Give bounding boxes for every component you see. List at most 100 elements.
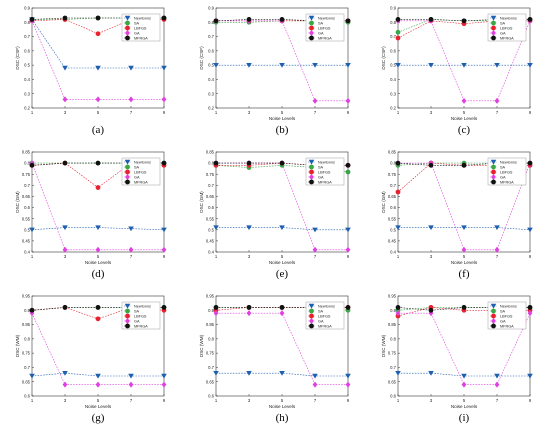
data-point <box>29 373 35 379</box>
data-point <box>161 381 167 388</box>
legend-marker <box>309 308 314 314</box>
legend-marker <box>125 323 130 329</box>
series-line <box>31 163 164 251</box>
legend-label: GA <box>318 320 324 324</box>
x-tick-label: 3 <box>430 398 433 403</box>
legend-marker <box>124 159 131 165</box>
y-tick-label: 0.5 <box>390 63 396 68</box>
legend-marker <box>125 169 130 175</box>
y-tick-label: 0.8 <box>208 336 214 341</box>
y-tick-label: 0.7 <box>24 365 30 370</box>
data-point <box>213 62 219 68</box>
legend-label: Newtonns <box>318 17 335 21</box>
y-tick-label: 0.4 <box>24 250 30 255</box>
y-axis-label: DSC (CSF) <box>199 46 204 70</box>
y-tick-label: 0.9 <box>208 6 214 11</box>
legend-marker <box>124 303 131 309</box>
data-point <box>246 310 252 317</box>
legend-marker <box>125 20 130 26</box>
y-tick-label: 0.8 <box>208 161 214 166</box>
legend-marker <box>491 25 496 31</box>
legend-marker <box>125 35 130 41</box>
y-tick-label: 0.85 <box>206 322 215 327</box>
data-point <box>62 381 68 388</box>
y-tick-label: 0.55 <box>206 216 215 221</box>
x-tick-label: 3 <box>430 110 433 115</box>
legend-label: MFRGA <box>318 181 332 185</box>
legend-label: GA <box>318 32 324 36</box>
panel-caption: (g) <box>91 412 105 424</box>
x-tick-label: 1 <box>31 398 34 403</box>
y-tick-label: 0.75 <box>388 351 397 356</box>
data-point <box>527 227 533 233</box>
y-tick-label: 0.7 <box>208 365 214 370</box>
x-tick-label: 3 <box>64 254 67 259</box>
legend-label: SA <box>134 166 140 170</box>
data-point <box>395 370 401 376</box>
data-point <box>279 305 285 310</box>
panel-caption: (d) <box>91 268 105 280</box>
x-tick-label: 7 <box>130 254 133 259</box>
y-tick-label: 0.6 <box>24 394 30 399</box>
data-point <box>62 15 68 21</box>
y-tick-label: 0.75 <box>388 172 397 177</box>
series-line <box>31 372 164 377</box>
legend-label: GA <box>134 32 140 36</box>
x-tick-label: 1 <box>397 254 400 259</box>
data-point <box>213 370 219 376</box>
data-point <box>527 160 533 166</box>
x-axis-label: Noise Levels <box>451 116 478 121</box>
y-tick-label: 0.6 <box>390 205 396 210</box>
data-point <box>461 18 467 24</box>
y-tick-label: 0.85 <box>388 322 397 327</box>
data-point <box>213 18 219 24</box>
data-point <box>395 189 401 195</box>
data-point <box>312 373 318 379</box>
legend-label: MFRGA <box>500 181 514 185</box>
y-tick-label: 0.65 <box>22 379 31 384</box>
x-tick-label: 7 <box>496 254 499 259</box>
chart-panel: 0.2 0.3 0.4 0.5 0.6 0.7 0.8 0.9 1 3 5 7 9 DSC (CSF) No… <box>199 6 351 121</box>
data-point <box>527 17 533 22</box>
y-tick-label: 0.9 <box>208 308 214 313</box>
panel-caption: (h) <box>275 412 289 424</box>
legend-marker <box>490 159 497 165</box>
data-point <box>95 31 101 37</box>
data-point <box>345 169 351 175</box>
y-axis-label: DSC (GM) <box>381 191 386 213</box>
data-point <box>246 225 252 231</box>
data-point <box>461 381 467 388</box>
data-point <box>312 227 318 233</box>
x-tick-label: 5 <box>281 398 284 403</box>
y-tick-label: 0.8 <box>390 336 396 341</box>
data-point <box>345 62 351 68</box>
legend-label: Newtonns <box>134 305 151 309</box>
x-tick-label: 3 <box>248 110 251 115</box>
y-tick-label: 0.75 <box>206 172 215 177</box>
legend-label: SA <box>500 310 506 314</box>
y-axis-label: DSC (GM) <box>199 191 204 213</box>
y-tick-label: 0.85 <box>22 322 31 327</box>
data-point <box>128 65 134 71</box>
legend-label: SA <box>318 310 324 314</box>
y-tick-label: 0.85 <box>22 150 31 155</box>
data-point <box>95 373 101 379</box>
x-axis-label: Noise Levels <box>269 260 296 265</box>
data-point <box>494 62 500 68</box>
x-tick-label: 9 <box>347 254 350 259</box>
data-point <box>62 305 68 310</box>
y-tick-label: 0.3 <box>208 91 214 96</box>
y-axis-label: DSC (CSF) <box>15 46 20 70</box>
legend-label: LBFGS <box>318 171 331 175</box>
data-point <box>95 65 101 71</box>
data-point <box>395 225 401 231</box>
y-tick-label: 0.95 <box>206 294 215 299</box>
legend-label: LBFGS <box>318 27 331 31</box>
legend-marker <box>309 169 314 175</box>
data-point <box>95 160 101 166</box>
chart-panel: 0.4 0.45 0.5 0.55 0.6 0.65 0.7 0.75 0.8 0.85 1 3 5 7 9… <box>15 150 167 265</box>
x-tick-label: 9 <box>529 254 532 259</box>
y-tick-label: 0.4 <box>390 250 396 255</box>
series-line <box>31 19 164 69</box>
